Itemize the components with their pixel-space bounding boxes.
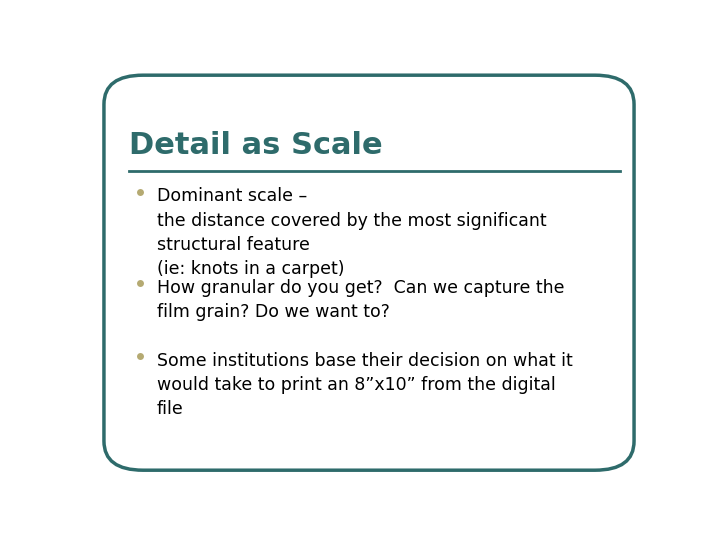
Text: How granular do you get?  Can we capture the
film grain? Do we want to?: How granular do you get? Can we capture …: [157, 279, 564, 321]
Text: Some institutions base their decision on what it
would take to print an 8”x10” f: Some institutions base their decision on…: [157, 352, 572, 418]
FancyBboxPatch shape: [104, 75, 634, 470]
Text: Detail as Scale: Detail as Scale: [129, 131, 383, 160]
Text: Dominant scale –
the distance covered by the most significant
structural feature: Dominant scale – the distance covered by…: [157, 187, 546, 278]
